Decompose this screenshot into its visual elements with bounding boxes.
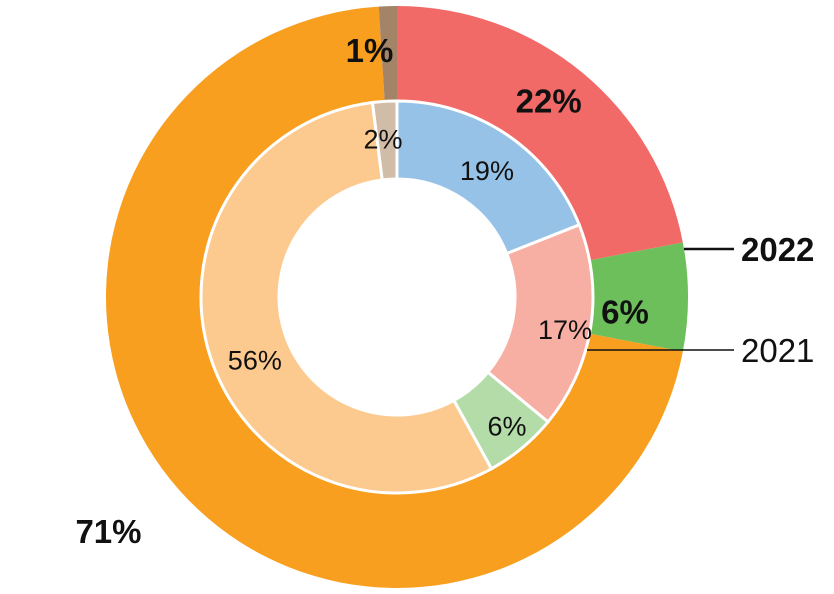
2022-slice-1 [590, 242, 688, 352]
2021-slice-3 [199, 100, 494, 495]
2022-slice-1-label: 6% [601, 294, 649, 331]
2021-slice-3-label: 56% [228, 346, 282, 376]
2022-slice-0-label: 22% [516, 82, 582, 119]
2021-slice-4 [370, 99, 399, 182]
2022-slice-2-label: 71% [75, 513, 141, 550]
ring-2022-label: 2022 [741, 231, 814, 268]
outer-ring-2022 [105, 6, 688, 589]
2021-slice-2-label: 6% [487, 411, 526, 441]
ring-2021-label: 2021 [741, 332, 814, 369]
slice-labels: 22% 6% 71% 1% 19% 17% 6% 56% 2% [75, 32, 648, 550]
2022-slice-3-label: 1% [346, 32, 394, 69]
2021-slice-1-label: 17% [538, 315, 592, 345]
2021-slice-0 [395, 99, 582, 256]
inner-ring-2021 [199, 99, 595, 495]
2022-slice-2 [105, 6, 683, 589]
2022-slice-0 [397, 6, 683, 261]
2021-slice-4-label: 2% [363, 124, 402, 154]
2021-slice-0-label: 19% [460, 156, 514, 186]
2022-slice-3 [378, 6, 397, 101]
